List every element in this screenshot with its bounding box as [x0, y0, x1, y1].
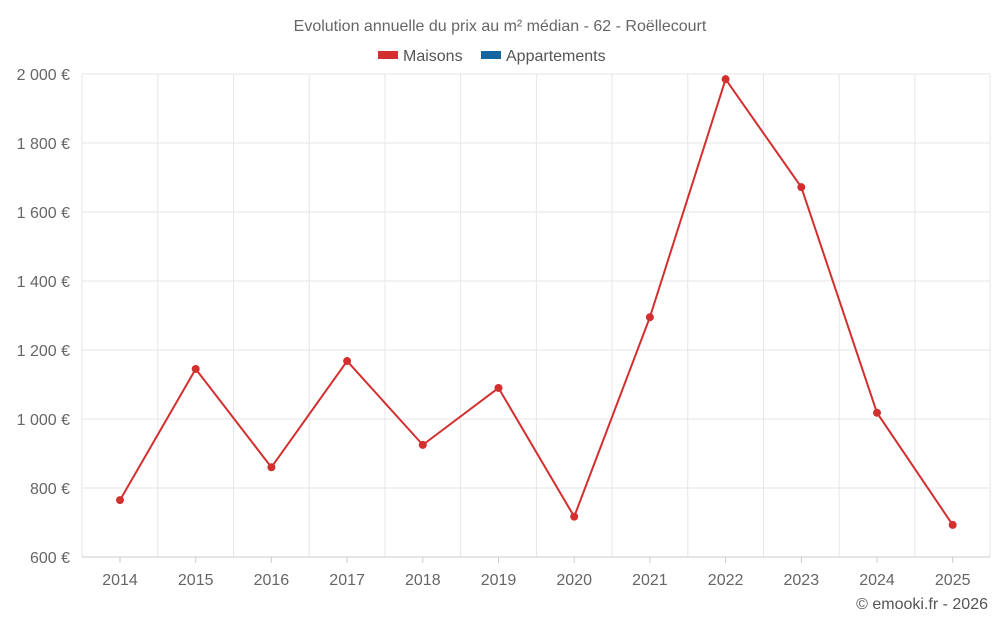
- x-tick-label: 2015: [178, 572, 214, 589]
- data-point-maisons[interactable]: [191, 364, 200, 373]
- x-tick-label: 2022: [708, 572, 744, 589]
- credit-text: © emooki.fr - 2026: [856, 596, 988, 613]
- y-tick-label: 1 800 €: [17, 136, 70, 153]
- data-point-maisons[interactable]: [343, 357, 352, 366]
- legend-swatch-appartements: [481, 51, 501, 59]
- x-tick-label: 2024: [859, 572, 895, 589]
- data-point-maisons[interactable]: [267, 463, 276, 472]
- data-point-maisons[interactable]: [873, 408, 881, 417]
- data-point-maisons[interactable]: [721, 75, 730, 84]
- grid: [81, 73, 991, 557]
- y-tick-label: 1 000 €: [17, 412, 70, 429]
- x-tick-label: 2014: [102, 572, 138, 589]
- x-tick-label: 2019: [481, 572, 517, 589]
- y-axis: 600 € 800 € 1 000 € 1 200 € 1 400 € 1 600 € 1 …: [17, 67, 70, 567]
- data-point-maisons[interactable]: [418, 440, 427, 449]
- legend-label-appartements[interactable]: Appartements: [506, 48, 606, 65]
- x-tick-label: 2020: [556, 572, 592, 589]
- y-tick-label: 1 400 €: [17, 274, 70, 291]
- y-tick-label: 2 000 €: [17, 67, 70, 84]
- x-tick-label: 2018: [405, 572, 441, 589]
- data-point-maisons[interactable]: [948, 520, 957, 529]
- x-tick-label: 2023: [784, 572, 820, 589]
- chart-title: Evolution annuelle du prix au m² médian …: [294, 18, 707, 35]
- data-point-maisons[interactable]: [116, 496, 124, 505]
- data-point-maisons[interactable]: [494, 383, 503, 392]
- legend-label-maisons[interactable]: Maisons: [403, 48, 463, 65]
- legend-swatch-maisons: [378, 51, 398, 59]
- x-axis: 2014 2015 2016 2017 2018 2019 2020 2021 2022 2023…: [82, 556, 990, 589]
- x-tick-label: 2021: [632, 572, 668, 589]
- data-point-maisons[interactable]: [570, 512, 579, 521]
- series-line-maisons: [119, 78, 954, 526]
- y-tick-label: 600 €: [30, 550, 70, 567]
- y-tick-label: 1 600 €: [17, 205, 70, 222]
- data-point-maisons[interactable]: [645, 313, 654, 322]
- x-tick-label: 2017: [329, 572, 365, 589]
- legend: Maisons Appartements: [378, 48, 606, 65]
- y-tick-label: 1 200 €: [17, 343, 70, 360]
- x-tick-label: 2025: [935, 572, 971, 589]
- y-tick-label: 800 €: [30, 481, 70, 498]
- data-point-maisons[interactable]: [797, 183, 806, 192]
- series-maisons: [116, 75, 957, 529]
- x-tick-label: 2016: [254, 572, 290, 589]
